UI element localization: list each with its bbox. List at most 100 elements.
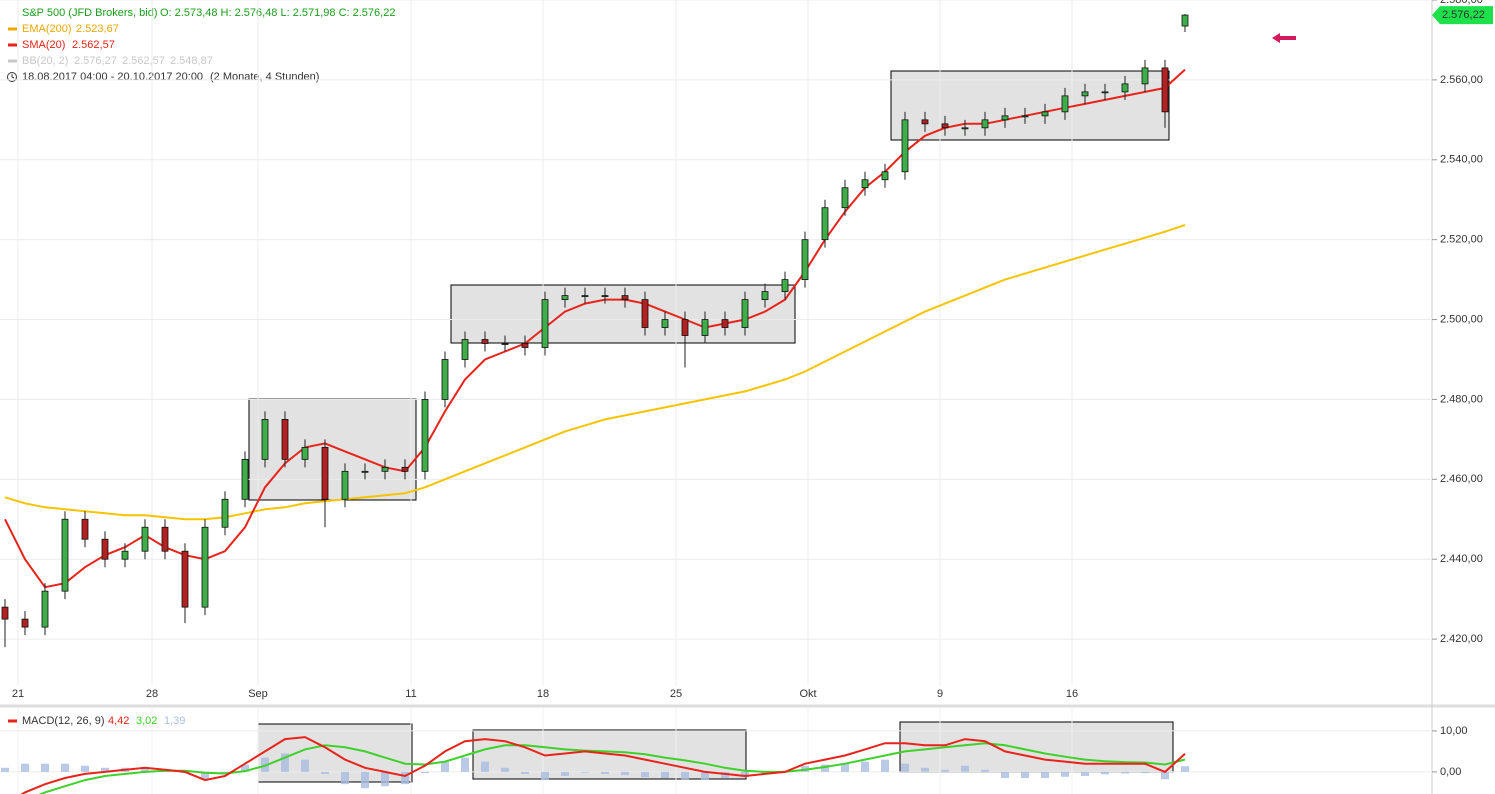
x-tick-label: 21 xyxy=(12,688,24,700)
histogram-bar xyxy=(401,771,409,785)
candle-body xyxy=(561,295,569,300)
histogram-bar xyxy=(721,771,729,779)
y-tick-label: 2.440,00 xyxy=(1440,553,1483,565)
histogram-bar xyxy=(41,763,49,772)
range-box xyxy=(450,284,796,344)
candle-body xyxy=(661,319,669,328)
histogram-bar xyxy=(381,771,389,787)
candle-body xyxy=(941,123,949,129)
arrow-icon xyxy=(1272,33,1296,43)
histogram-bar xyxy=(1,767,9,772)
y-tick-label: 2.560,00 xyxy=(1440,74,1483,86)
instrument-title: S&P 500 (JFD Brokers, bid) xyxy=(22,7,158,19)
y-tick-label: 2.520,00 xyxy=(1440,234,1483,246)
histogram-bar xyxy=(241,764,249,772)
candle-body xyxy=(441,359,449,400)
legend-value: 2.548,87 xyxy=(170,55,213,67)
legend-value: 2.562,57 xyxy=(122,55,165,67)
histogram-bar xyxy=(821,764,829,772)
histogram-bar xyxy=(481,761,489,772)
x-tick-label: 16 xyxy=(1066,688,1078,700)
x-tick-label: 28 xyxy=(146,688,158,700)
legend-value: 1,39 xyxy=(164,715,185,727)
candle-body xyxy=(1081,91,1089,97)
candle-body xyxy=(221,498,229,528)
candle-body xyxy=(521,343,529,348)
candle-body xyxy=(821,207,829,241)
candle-body xyxy=(361,470,369,473)
legend-value: 2.576,27 xyxy=(74,55,117,67)
candle-body xyxy=(601,295,609,297)
range-box xyxy=(890,70,1170,141)
candle-body xyxy=(961,127,969,130)
range-note: (2 Monate, 4 Stunden) xyxy=(210,71,319,83)
histogram-bar xyxy=(1001,771,1009,779)
histogram-bar xyxy=(961,765,969,772)
candle-body xyxy=(1021,115,1029,118)
candle-body xyxy=(681,319,689,336)
y-tick-label: 10,00 xyxy=(1440,725,1468,737)
x-tick-label: Sep xyxy=(248,688,268,700)
histogram-bar xyxy=(1061,771,1069,777)
y-tick-label: 2.420,00 xyxy=(1440,633,1483,645)
price-tag-label: 2.576,22 xyxy=(1442,9,1485,21)
histogram-bar xyxy=(561,771,569,776)
histogram-bar xyxy=(1101,771,1109,775)
candle-body xyxy=(101,538,109,560)
histogram-bar xyxy=(521,771,529,774)
candle-body xyxy=(881,171,889,181)
candle-body xyxy=(541,299,549,348)
candle-body xyxy=(161,526,169,552)
legend-swatch xyxy=(8,59,17,63)
candle-body xyxy=(461,339,469,360)
histogram-bar xyxy=(861,761,869,772)
histogram-bar xyxy=(541,771,549,781)
candle-body xyxy=(801,239,809,281)
histogram-bar xyxy=(301,759,309,772)
histogram-bar xyxy=(1121,771,1129,774)
x-tick-label: 18 xyxy=(537,688,549,700)
histogram-bar xyxy=(461,757,469,772)
histogram-bar xyxy=(21,763,29,772)
candle-body xyxy=(341,470,349,500)
candle-body xyxy=(241,458,249,500)
candle-body xyxy=(81,518,89,540)
y-tick-label: 2.580,00 xyxy=(1440,0,1483,6)
candle-body xyxy=(721,319,729,328)
range-box xyxy=(248,398,417,501)
candle-body xyxy=(701,319,709,336)
candle-body xyxy=(61,518,69,592)
candle-body xyxy=(501,343,509,345)
histogram-bar xyxy=(1021,771,1029,779)
histogram-bar xyxy=(641,771,649,778)
candle-body xyxy=(1141,67,1149,85)
candle-body xyxy=(281,419,289,460)
legend-value: 3,02 xyxy=(136,715,157,727)
histogram-bar xyxy=(101,767,109,772)
legend-swatch xyxy=(8,27,17,31)
histogram-bar xyxy=(1081,771,1089,776)
range-label: 18.08.2017 04:00 - 20.10.2017 20:00 xyxy=(22,71,203,83)
candle-body xyxy=(1041,111,1049,117)
candle-body xyxy=(641,299,649,328)
y-tick-label: 2.480,00 xyxy=(1440,393,1483,405)
candle-body xyxy=(861,179,869,189)
x-tick-label: 9 xyxy=(937,688,943,700)
candle-body xyxy=(321,446,329,500)
histogram-bar xyxy=(1181,766,1189,772)
histogram-bar xyxy=(321,771,329,774)
ohlc-label: O: 2.573,48 H: 2.576,48 L: 2.571,98 C: 2… xyxy=(160,7,395,19)
candle-body xyxy=(121,550,129,560)
histogram-bar xyxy=(981,769,989,772)
legend-name: BB(20, 2) xyxy=(22,55,68,67)
candle-body xyxy=(1121,83,1129,93)
candle-body xyxy=(761,291,769,300)
candle-body xyxy=(1001,115,1009,121)
histogram-bar xyxy=(741,771,749,778)
candle-body xyxy=(401,466,409,472)
candle-body xyxy=(741,299,749,328)
candle-body xyxy=(481,339,489,344)
histogram-bar xyxy=(201,771,209,780)
candle-body xyxy=(581,295,589,297)
